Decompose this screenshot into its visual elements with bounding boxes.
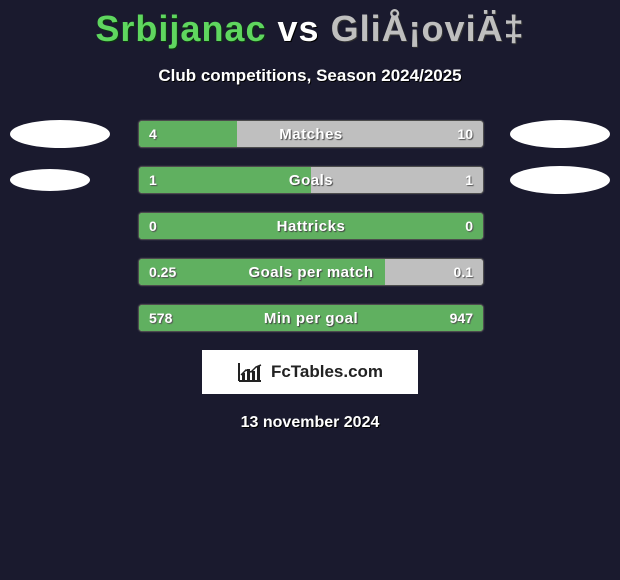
player-1-name: Srbijanac <box>95 8 266 49</box>
vs-separator: vs <box>278 8 320 49</box>
stat-bar: 410Matches <box>138 120 484 148</box>
source-badge-text: FcTables.com <box>271 362 383 382</box>
stat-label: Hattricks <box>139 213 483 239</box>
stat-bar: 0.250.1Goals per match <box>138 258 484 286</box>
stat-bar: 11Goals <box>138 166 484 194</box>
subtitle: Club competitions, Season 2024/2025 <box>0 66 620 86</box>
player-2-name: GliÅ¡oviÄ‡ <box>331 8 525 49</box>
stat-row: 0.250.1Goals per match <box>0 258 620 286</box>
stat-label: Goals per match <box>139 259 483 285</box>
stat-row: 578947Min per goal <box>0 304 620 332</box>
stat-row: 00Hattricks <box>0 212 620 240</box>
stat-row: 410Matches <box>0 120 620 148</box>
source-badge[interactable]: FcTables.com <box>202 350 418 394</box>
page-root: Srbijanac vs GliÅ¡oviÄ‡ Club competition… <box>0 8 620 580</box>
ellipse-right <box>510 120 610 148</box>
bar-chart-icon <box>237 361 263 383</box>
stat-label: Goals <box>139 167 483 193</box>
ellipse-left <box>10 120 110 148</box>
stat-bar: 00Hattricks <box>138 212 484 240</box>
stat-bar: 578947Min per goal <box>138 304 484 332</box>
ellipse-left <box>10 169 90 191</box>
comparison-title: Srbijanac vs GliÅ¡oviÄ‡ <box>0 8 620 50</box>
stats-rows: 410Matches 11Goals 00Hattricks 0.250.1Goals… <box>0 120 620 332</box>
snapshot-date: 13 november 2024 <box>0 414 620 432</box>
stat-label: Min per goal <box>139 305 483 331</box>
ellipse-right <box>510 166 610 194</box>
stat-row: 11Goals <box>0 166 620 194</box>
stat-label: Matches <box>139 121 483 147</box>
